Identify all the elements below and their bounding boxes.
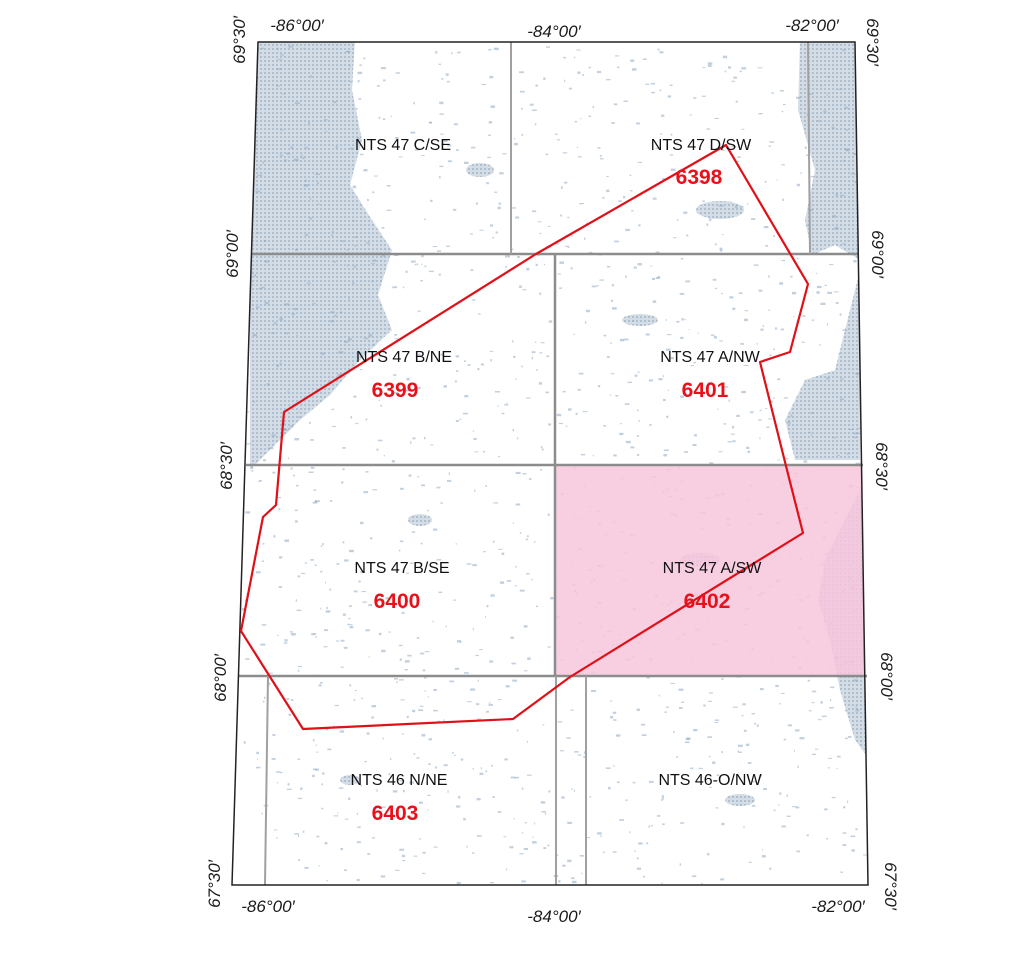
sheet-grid xyxy=(239,41,867,886)
lake xyxy=(340,775,360,785)
sheet-name: NTS 46-O/NW xyxy=(658,772,762,789)
latitude-labels-right: 69°30′ 69°00′ 68°30′ 68°00′ 67°30′ xyxy=(863,18,900,911)
sheet-code: 6402 xyxy=(684,590,731,613)
latitude-label-right: 69°00′ xyxy=(868,230,887,279)
water-body-east xyxy=(785,270,860,460)
water-body-northeast xyxy=(798,42,860,260)
sheet-name: NTS 47 A/NW xyxy=(660,349,760,366)
latitude-label-right: 69°30′ xyxy=(863,18,882,67)
sheet-code: 6400 xyxy=(374,590,421,613)
map-frame xyxy=(231,41,869,886)
longitude-label-top: -82°00′ xyxy=(785,16,839,35)
lake xyxy=(622,314,658,326)
latitude-labels-left: 69°30′ 69°00′ 68°30′ 68°00′ 67°30′ xyxy=(205,15,249,908)
latitude-label-left: 68°00′ xyxy=(211,653,230,702)
study-area-boundary xyxy=(239,143,810,731)
sheet-labels: NTS 47 C/SE NTS 47 D/SW 6398 NTS 47 B/NE… xyxy=(351,137,763,825)
sheet-code: 6399 xyxy=(372,379,419,402)
longitude-label-bottom: -86°00′ xyxy=(241,897,295,916)
longitude-label-top: -86°00′ xyxy=(270,16,324,35)
sheet-code: 6398 xyxy=(676,166,723,189)
sheet-name: NTS 46 N/NE xyxy=(351,772,448,789)
lake xyxy=(696,201,744,219)
longitude-label-bottom: -82°00′ xyxy=(811,897,865,916)
sheet-code: 6401 xyxy=(682,379,729,402)
sheet-name: NTS 47 D/SW xyxy=(651,137,752,154)
latitude-label-right: 68°00′ xyxy=(877,652,896,701)
longitude-label-top: -84°00′ xyxy=(527,22,581,41)
longitude-label-bottom: -84°00′ xyxy=(527,907,581,926)
latitude-label-left: 69°00′ xyxy=(223,229,242,278)
lake xyxy=(408,514,432,526)
sheet-code: 6403 xyxy=(372,802,419,825)
small-lakes-speckle xyxy=(240,45,868,885)
latitude-label-left: 68°30′ xyxy=(217,441,236,490)
terrain-layer xyxy=(240,42,868,885)
highlighted-sheet-47a-sw xyxy=(555,465,868,676)
latitude-label-right: 67°30′ xyxy=(881,862,900,911)
sheet-name: NTS 47 B/NE xyxy=(356,349,452,366)
latitude-label-left: 69°30′ xyxy=(230,15,249,64)
longitude-labels: -86°00′ -84°00′ -82°00′ -86°00′ -84°00′ … xyxy=(241,16,865,926)
sheet-name: NTS 47 C/SE xyxy=(355,137,451,154)
latitude-label-left: 67°30′ xyxy=(205,859,224,908)
lake xyxy=(725,794,755,806)
sheet-name: NTS 47 A/SW xyxy=(663,560,763,577)
latitude-label-right: 68°30′ xyxy=(872,442,891,491)
sheet-name: NTS 47 B/SE xyxy=(354,560,449,577)
lake xyxy=(466,163,494,177)
